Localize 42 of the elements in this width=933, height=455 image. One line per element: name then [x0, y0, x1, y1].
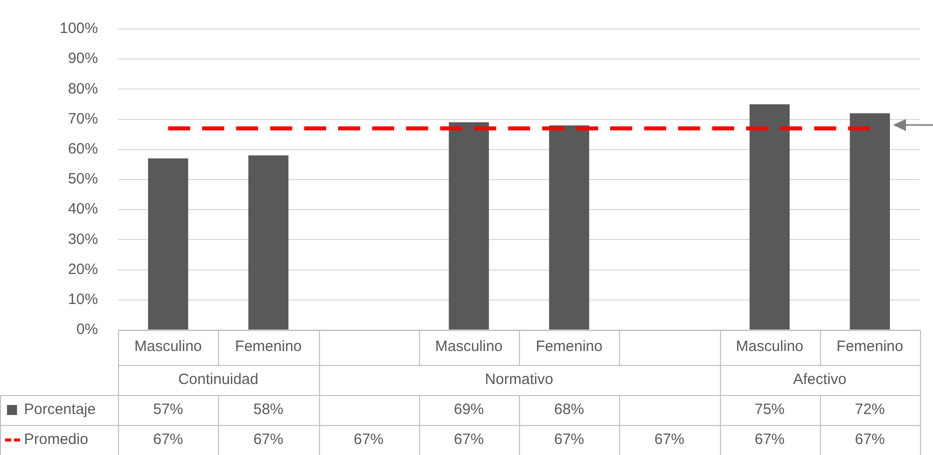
- y-tick-label: 40%: [68, 200, 98, 218]
- data-label: 67%: [854, 431, 885, 448]
- data-label: 72%: [854, 401, 885, 418]
- legend-label: Porcentaje: [24, 401, 96, 418]
- text: Normativo: [484, 371, 554, 388]
- data-label: 67%: [354, 431, 384, 448]
- x-tick-label: Femenino: [235, 338, 302, 356]
- data-label: 67%: [554, 431, 584, 448]
- x-tick-label: Masculino: [134, 338, 202, 356]
- data-label: 67%: [253, 431, 284, 448]
- text: Afectivo: [793, 371, 846, 388]
- y-tick-label: 10%: [68, 291, 98, 308]
- bar: [248, 155, 288, 330]
- bar: [850, 113, 890, 330]
- y-tick-label: 60%: [68, 140, 98, 158]
- y-tick-label: 100%: [60, 20, 98, 38]
- x-tick-label: Masculino: [736, 338, 804, 356]
- data-label: 69%: [454, 401, 484, 418]
- bar: [750, 104, 790, 330]
- y-tick-label: 80%: [68, 80, 98, 98]
- x-tick-label: Femenino: [536, 338, 602, 356]
- y-tick-label: 50%: [68, 170, 98, 188]
- data-label: 68%: [554, 401, 584, 418]
- data-label: 67%: [654, 431, 684, 448]
- text: Continuidad: [178, 371, 258, 388]
- legend-label: Promedio: [24, 431, 88, 448]
- data-label: 58%: [253, 401, 284, 418]
- y-tick-label: 90%: [68, 50, 98, 68]
- data-label: 75%: [754, 401, 785, 418]
- x-tick-label: Femenino: [836, 338, 904, 356]
- y-tick-label: 20%: [68, 260, 98, 278]
- data-label: 67%: [754, 431, 785, 448]
- data-label: 67%: [153, 431, 184, 448]
- data-label: 57%: [153, 401, 184, 418]
- x-tick-label: Masculino: [435, 338, 503, 356]
- bar: [448, 122, 489, 330]
- bar: [148, 158, 188, 330]
- y-tick-label: 70%: [68, 110, 98, 128]
- y-tick-label: 0%: [76, 321, 98, 338]
- data-label: 67%: [454, 431, 484, 448]
- bar: [549, 125, 590, 330]
- y-tick-label: 30%: [68, 230, 98, 248]
